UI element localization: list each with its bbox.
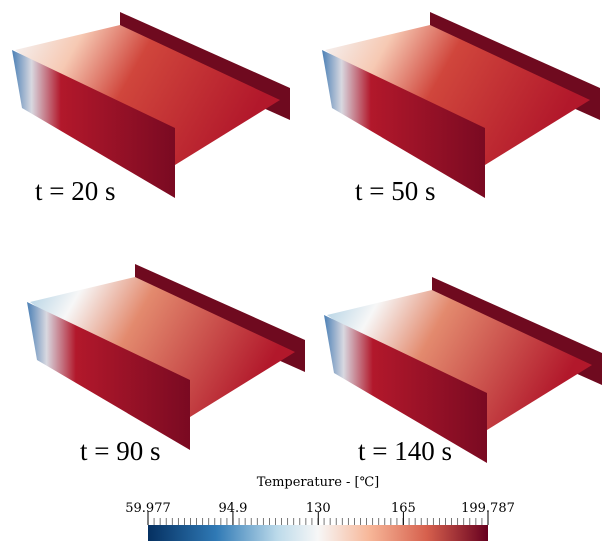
time-label: t = 140 s	[358, 436, 452, 466]
tick-label: 199.787	[461, 501, 515, 516]
time-label: t = 50 s	[355, 176, 436, 206]
render	[27, 264, 305, 450]
time-label: t = 90 s	[80, 436, 161, 466]
colorbar-title: Temperature - [℃]	[257, 475, 380, 490]
tick-label: 130	[306, 501, 331, 516]
colorbar	[148, 525, 488, 541]
tick-label: 165	[391, 501, 416, 516]
tick-label: 59.977	[125, 501, 171, 516]
render	[12, 12, 290, 198]
time-label: t = 20 s	[35, 176, 116, 206]
tick-label: 94.9	[218, 501, 247, 516]
figure: t = 20 s t = 50 s t = 90 s t = 140 s Tem…	[0, 0, 603, 543]
render	[322, 12, 600, 198]
